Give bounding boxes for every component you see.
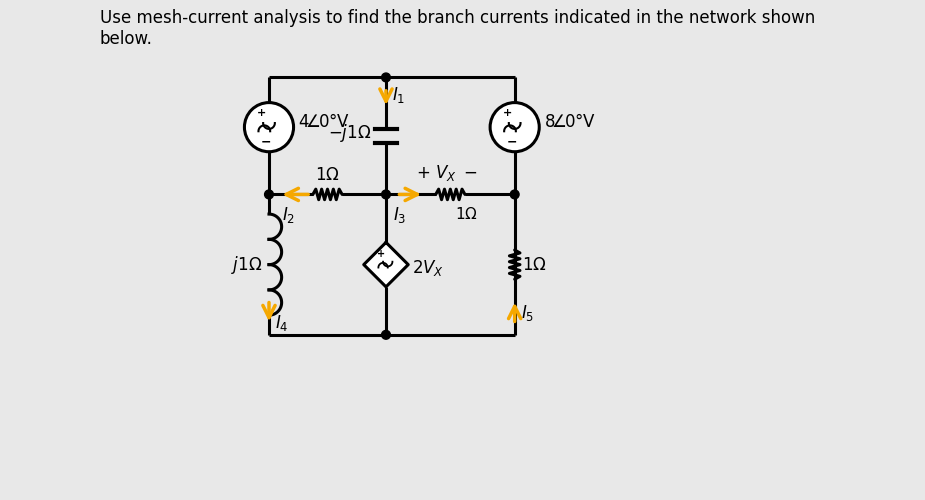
Text: +: + xyxy=(377,249,386,259)
Circle shape xyxy=(382,190,390,199)
Text: $-j1\Omega$: $-j1\Omega$ xyxy=(328,122,371,144)
Text: +: + xyxy=(502,108,512,118)
Text: $1\Omega$: $1\Omega$ xyxy=(455,206,478,222)
Text: $\mathit{I_4}$: $\mathit{I_4}$ xyxy=(275,313,289,333)
Circle shape xyxy=(244,102,293,152)
Text: $1\Omega$: $1\Omega$ xyxy=(315,166,339,184)
Circle shape xyxy=(511,190,519,199)
Text: $8\!\angle\!0°\mathrm{V}$: $8\!\angle\!0°\mathrm{V}$ xyxy=(544,114,596,132)
Circle shape xyxy=(265,190,274,199)
Polygon shape xyxy=(364,242,408,287)
Text: $\mathit{I_3}$: $\mathit{I_3}$ xyxy=(393,205,406,225)
Text: $\mathit{I_1}$: $\mathit{I_1}$ xyxy=(392,85,405,105)
Text: $2V_X$: $2V_X$ xyxy=(413,258,444,278)
Text: $j1\Omega$: $j1\Omega$ xyxy=(230,254,262,276)
Circle shape xyxy=(382,330,390,339)
Text: $\mathit{I_2}$: $\mathit{I_2}$ xyxy=(282,205,295,225)
Text: $+\ V_X\ -$: $+\ V_X\ -$ xyxy=(416,164,478,184)
Circle shape xyxy=(382,73,390,82)
Text: Use mesh-current analysis to find the branch currents indicated in the network s: Use mesh-current analysis to find the br… xyxy=(100,9,815,48)
Text: −: − xyxy=(507,136,517,149)
Text: $\mathit{I_5}$: $\mathit{I_5}$ xyxy=(521,302,534,322)
Text: $4\!\angle\!0°\mathrm{V}$: $4\!\angle\!0°\mathrm{V}$ xyxy=(298,114,351,132)
Circle shape xyxy=(490,102,539,152)
Text: −: − xyxy=(261,136,271,149)
Text: +: + xyxy=(257,108,266,118)
Text: $1\Omega$: $1\Omega$ xyxy=(522,256,547,274)
